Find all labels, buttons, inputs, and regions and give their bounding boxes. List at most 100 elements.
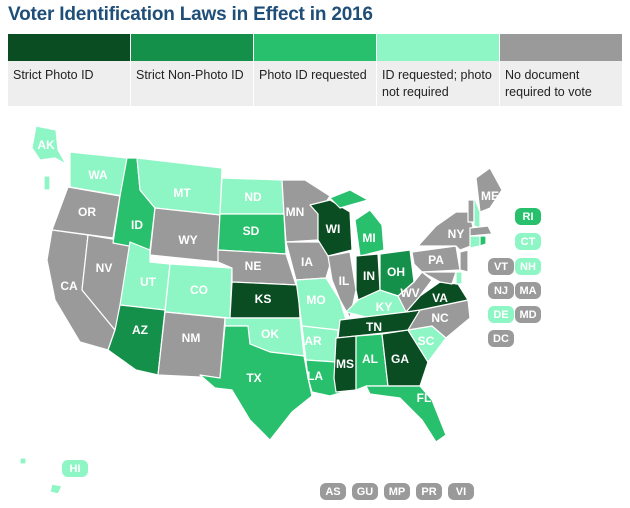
state-pill-nj[interactable] xyxy=(488,282,514,299)
state-label: IN xyxy=(363,269,375,283)
pill-label: RI xyxy=(523,211,534,223)
state-label: OH xyxy=(387,265,405,279)
legend-label: No document required to vote xyxy=(500,61,622,106)
state-label: ND xyxy=(244,190,262,204)
state-label: WV xyxy=(400,286,419,300)
pill-label: MA xyxy=(519,285,536,297)
state-label: OR xyxy=(78,205,96,219)
legend-item-no-document: No document required to vote xyxy=(500,34,623,106)
state-ms[interactable] xyxy=(333,335,357,393)
state-label: PA xyxy=(428,253,444,267)
state-label: AZ xyxy=(132,323,148,337)
state-ma[interactable] xyxy=(469,225,493,237)
territory-pill-vi[interactable] xyxy=(448,483,474,500)
territory-pill-as[interactable] xyxy=(320,483,346,500)
legend-item-strict-non-photo: Strict Non-Photo ID xyxy=(131,34,254,106)
pill-label: MD xyxy=(519,309,536,321)
state-de[interactable] xyxy=(455,271,463,285)
state-label: ID xyxy=(131,218,143,232)
state-label: NE xyxy=(245,259,262,273)
legend-swatch xyxy=(500,34,622,61)
pill-label: VI xyxy=(456,486,466,498)
state-label: NM xyxy=(182,331,201,345)
state-label: KY xyxy=(376,300,393,314)
state-il[interactable] xyxy=(327,251,357,319)
state-hi[interactable] xyxy=(19,457,63,495)
state-pill-ct[interactable] xyxy=(515,233,541,250)
state-pill-md[interactable] xyxy=(515,306,541,323)
state-nm[interactable] xyxy=(157,311,226,379)
state-ia[interactable] xyxy=(285,241,333,281)
state-nj[interactable] xyxy=(459,249,469,273)
state-label: MT xyxy=(173,186,191,200)
state-label: MO xyxy=(306,293,325,307)
pill-label: DC xyxy=(493,333,509,345)
state-label: WI xyxy=(326,222,341,236)
legend-swatch xyxy=(254,34,376,61)
state-label: TX xyxy=(246,371,261,385)
state-fl[interactable] xyxy=(365,385,447,443)
state-label: OK xyxy=(261,327,279,341)
state-label: NC xyxy=(431,311,449,325)
state-label: AR xyxy=(304,334,322,348)
state-label: MS xyxy=(336,357,354,371)
state-me[interactable] xyxy=(475,167,503,213)
territory-pill-mp[interactable] xyxy=(384,483,410,500)
state-pill-hi[interactable] xyxy=(62,460,88,477)
state-pill-vt[interactable] xyxy=(488,258,514,275)
state-pa[interactable] xyxy=(411,245,461,273)
pill-label: VT xyxy=(494,261,508,273)
page-title: Voter Identification Laws in Effect in 2… xyxy=(8,4,373,25)
state-label: WA xyxy=(88,168,108,182)
pill-label: PR xyxy=(421,486,436,498)
state-vt[interactable] xyxy=(467,199,475,223)
state-label: NV xyxy=(96,261,113,275)
legend-item-strict-photo: Strict Photo ID xyxy=(8,34,131,106)
legend-swatch xyxy=(8,34,130,61)
state-mi[interactable] xyxy=(329,189,385,257)
state-label: IA xyxy=(301,255,313,269)
state-tx[interactable] xyxy=(199,325,313,441)
state-ct[interactable] xyxy=(469,235,481,249)
legend-label: Strict Photo ID xyxy=(8,61,130,106)
state-or[interactable] xyxy=(51,186,121,239)
legend: Strict Photo ID Strict Non-Photo ID Phot… xyxy=(8,34,623,106)
state-label: HI xyxy=(70,463,81,475)
small-state-pills: RI CT VT NH NJ MA DE MD DC xyxy=(488,208,541,347)
state-label: NY xyxy=(448,227,465,241)
territory-pills: AS GU MP PR VI xyxy=(320,483,474,500)
state-label: SD xyxy=(243,224,260,238)
state-ak[interactable] xyxy=(31,125,67,191)
pill-label: CT xyxy=(521,236,536,248)
pill-label: DE xyxy=(493,309,508,321)
territory-pill-pr[interactable] xyxy=(416,483,442,500)
state-label: FL xyxy=(417,391,432,405)
state-label: MN xyxy=(286,205,305,219)
state-label: LA xyxy=(307,369,323,383)
legend-item-id-requested: ID requested; photo not required xyxy=(377,34,500,106)
territory-pill-gu[interactable] xyxy=(352,483,378,500)
state-wv[interactable] xyxy=(397,271,433,313)
state-label: KS xyxy=(255,292,272,306)
state-label: MI xyxy=(362,231,375,245)
pill-label: MP xyxy=(389,486,406,498)
state-label: CO xyxy=(190,283,208,297)
state-pill-de[interactable] xyxy=(488,306,514,323)
state-md[interactable] xyxy=(421,271,457,285)
state-label: TN xyxy=(366,320,382,334)
legend-label: Photo ID requested xyxy=(254,61,376,106)
state-label: CA xyxy=(60,279,78,293)
state-label: VA xyxy=(432,291,448,305)
state-label: ME xyxy=(481,189,499,203)
legend-label: ID requested; photo not required xyxy=(377,61,499,106)
state-label: WY xyxy=(178,233,197,247)
pill-label: GU xyxy=(357,486,374,498)
state-pill-dc[interactable] xyxy=(488,330,514,347)
legend-item-photo-requested: Photo ID requested xyxy=(254,34,377,106)
state-label: GA xyxy=(391,352,409,366)
state-label: UT xyxy=(140,275,157,289)
state-ri[interactable] xyxy=(479,235,487,247)
state-pill-nh[interactable] xyxy=(515,258,541,275)
state-pill-ma[interactable] xyxy=(515,282,541,299)
state-pill-ri[interactable] xyxy=(515,208,541,225)
